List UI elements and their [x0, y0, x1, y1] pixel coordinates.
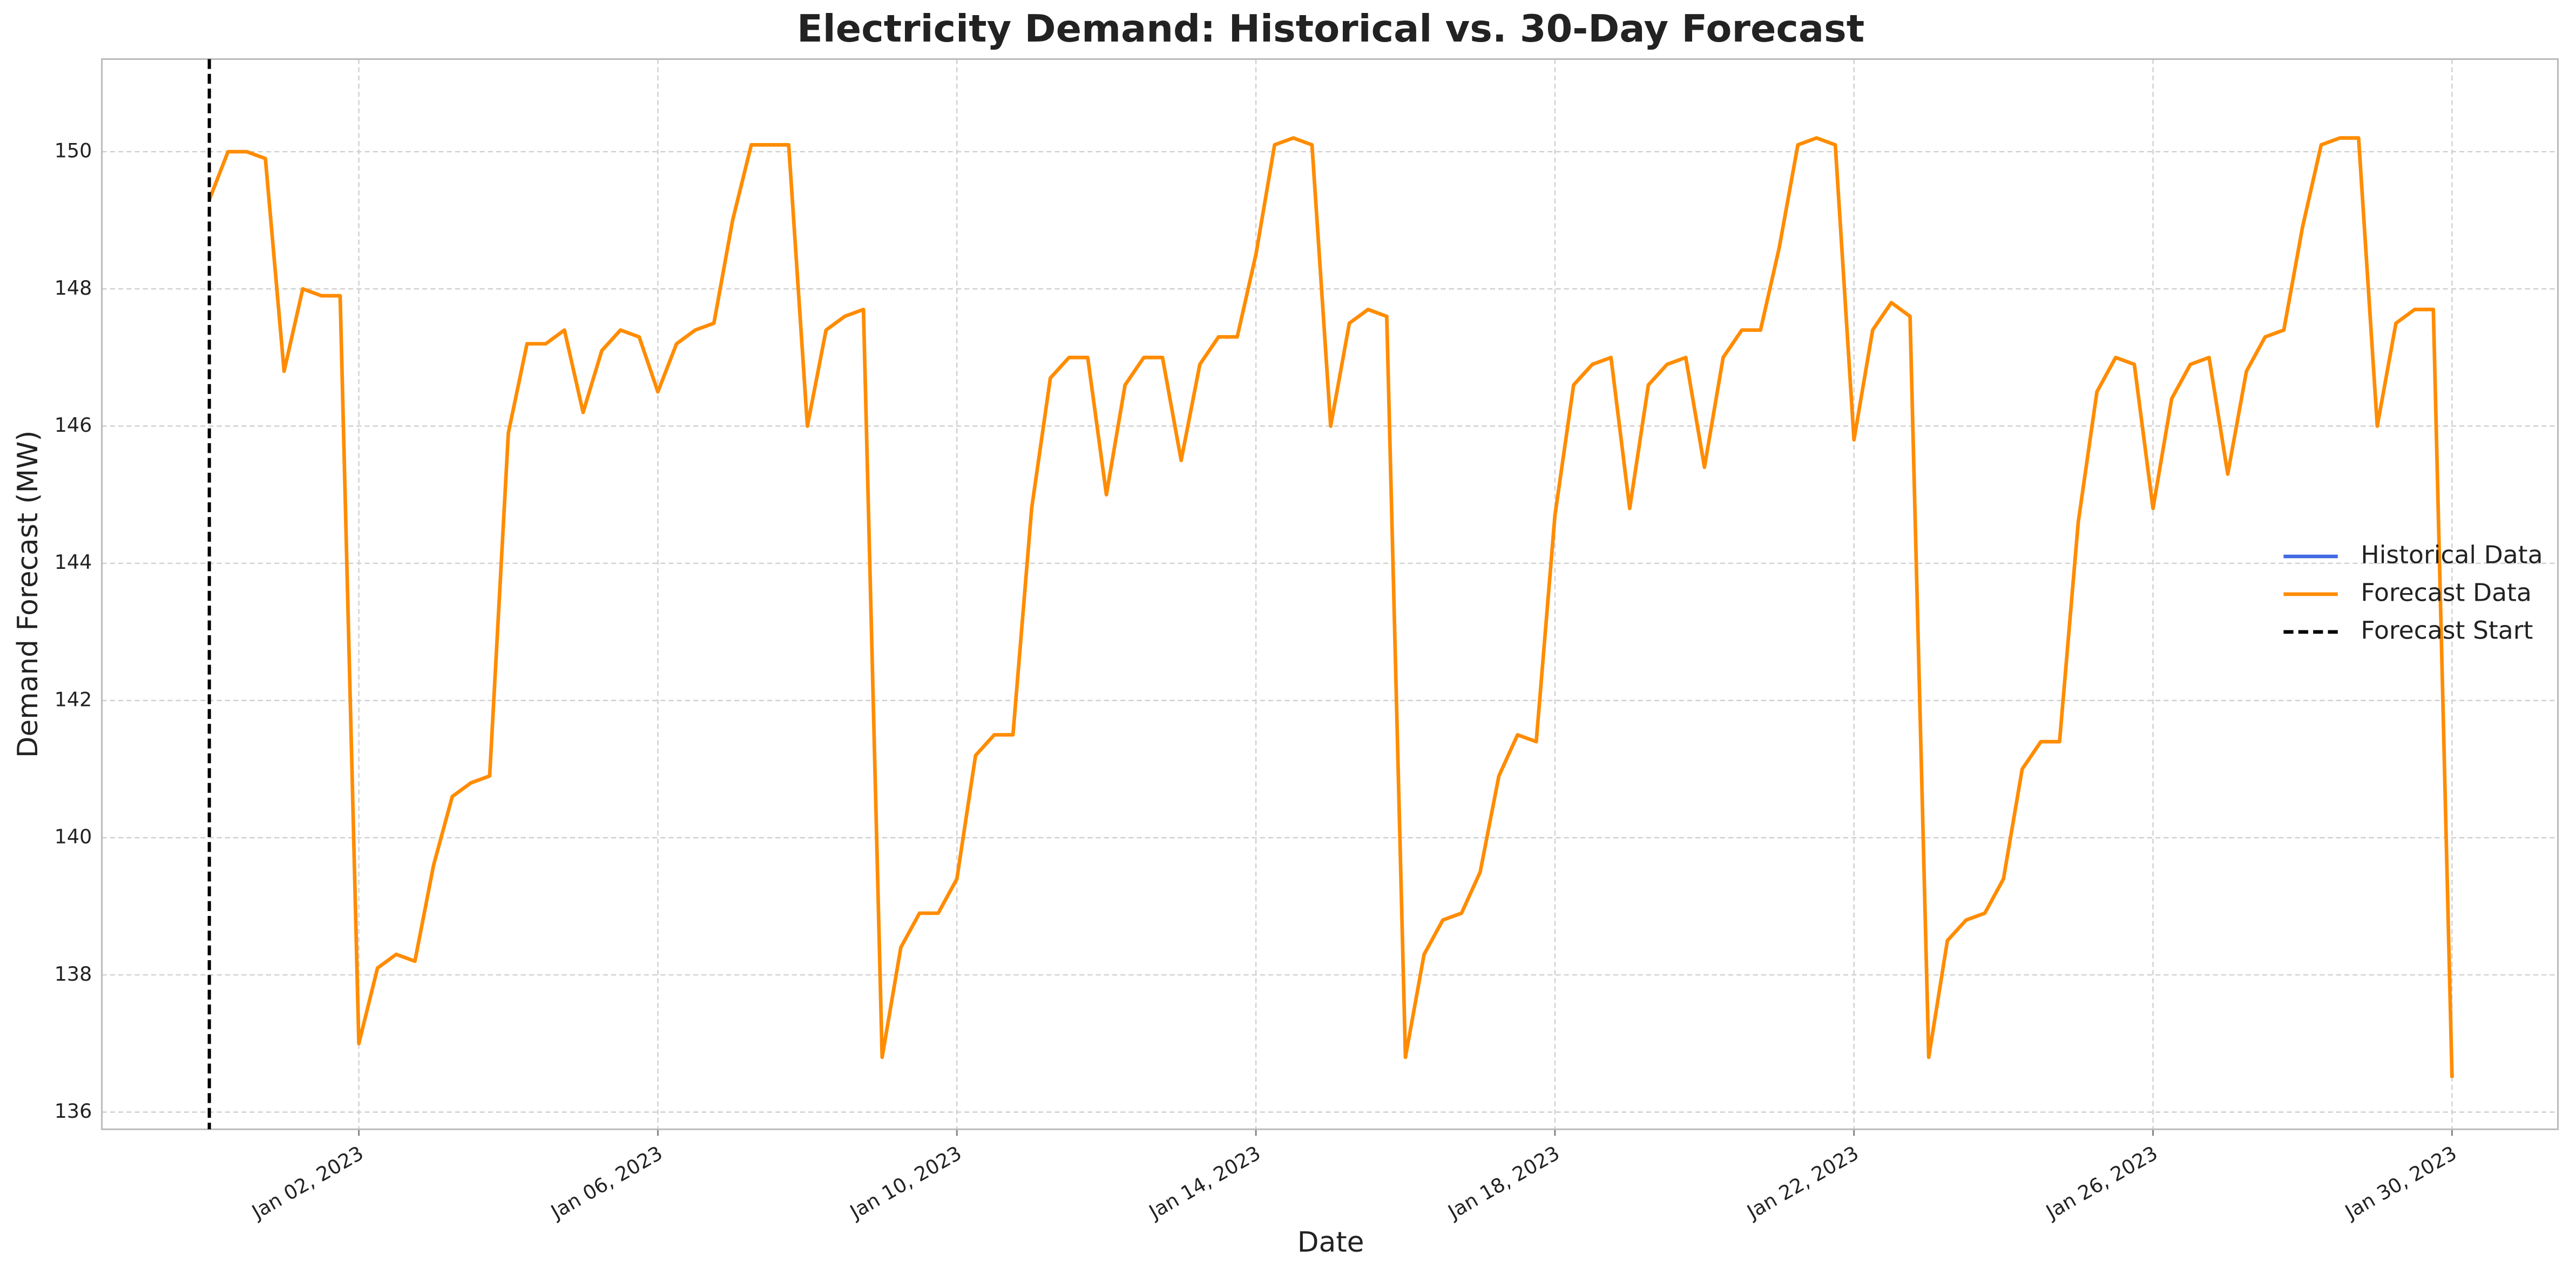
y-tick-label: 138 [55, 962, 92, 986]
y-axis-label: Demand Forecast (MW) [12, 430, 44, 758]
legend-label: Historical Data [2361, 540, 2543, 569]
y-tick-label: 136 [55, 1099, 92, 1123]
y-tick-label: 140 [55, 825, 92, 848]
chart-title: Electricity Demand: Historical vs. 30-Da… [797, 7, 1864, 51]
y-tick-label: 148 [55, 276, 92, 300]
y-tick-label: 146 [55, 413, 92, 437]
legend-label: Forecast Data [2361, 578, 2531, 607]
plot-frame [101, 58, 2559, 1130]
x-axis-label: Date [1297, 1226, 1364, 1259]
legend-label: Forecast Start [2361, 616, 2533, 644]
y-tick-label: 142 [55, 688, 92, 711]
data-line [207, 136, 2454, 1078]
y-tick-label: 144 [55, 551, 92, 574]
y-tick-label: 150 [55, 139, 92, 162]
